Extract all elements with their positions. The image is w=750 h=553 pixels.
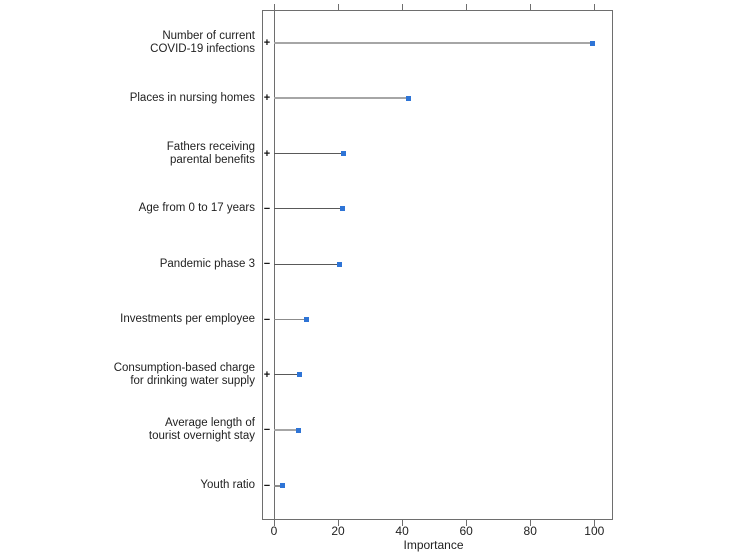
sign-label: − [263, 479, 271, 492]
stem-line [274, 42, 593, 44]
x-tick-mark-top [530, 4, 532, 10]
sign-label: − [263, 258, 271, 271]
x-tick-mark-bottom [466, 520, 468, 526]
sign-label: − [263, 202, 271, 215]
x-tick-label: 80 [523, 524, 537, 538]
plot-area [262, 10, 613, 520]
category-label: Number of current COVID-19 infections [150, 30, 255, 55]
x-tick-mark-top [274, 4, 275, 10]
category-label: Investments per employee [120, 313, 255, 326]
stem-line [274, 97, 409, 100]
data-point-marker [590, 40, 596, 46]
stem-line [274, 263, 340, 265]
x-tick-label: 60 [459, 524, 473, 538]
x-tick-mark-bottom [594, 520, 596, 526]
sign-label: + [263, 147, 271, 160]
data-point-marker [279, 483, 285, 489]
data-point-marker [406, 95, 412, 101]
category-label: Youth ratio [200, 479, 255, 492]
data-point-marker [296, 427, 302, 433]
category-label: Fathers receiving parental benefits [166, 140, 255, 166]
sign-label: − [263, 424, 271, 437]
x-tick-label: 40 [395, 524, 409, 538]
x-axis-title: Importance [403, 538, 464, 552]
x-tick-mark-bottom [274, 520, 275, 526]
sign-label: + [263, 368, 271, 381]
stem-line [274, 208, 343, 210]
x-tick-mark-top [402, 4, 404, 10]
stem-line [274, 484, 282, 487]
x-tick-label: 0 [270, 524, 278, 538]
x-tick-mark-bottom [402, 520, 404, 526]
category-label: Pandemic phase 3 [159, 257, 255, 270]
x-axis-zero-line [274, 10, 275, 520]
category-label: Age from 0 to 17 years [138, 202, 255, 215]
stem-line [274, 374, 300, 376]
x-tick-mark-top [338, 4, 340, 10]
category-label: Average length of tourist overnight stay [148, 417, 255, 443]
sign-label: − [263, 313, 271, 326]
sign-label: + [263, 92, 271, 105]
x-tick-mark-top [594, 4, 596, 10]
data-point-marker [341, 151, 346, 157]
x-tick-mark-bottom [338, 520, 340, 526]
x-tick-label: 100 [584, 524, 605, 538]
category-label: Consumption-based charge for drinking wa… [113, 361, 255, 387]
sign-label: + [263, 37, 271, 49]
data-point-marker [304, 317, 310, 323]
stem-line [274, 153, 344, 155]
stem-line [274, 429, 299, 432]
data-point-marker [340, 206, 346, 212]
data-point-marker [297, 372, 303, 378]
x-tick-mark-top [466, 4, 468, 10]
x-tick-mark-bottom [530, 520, 532, 526]
category-label: Places in nursing homes [129, 91, 255, 104]
x-tick-label: 20 [331, 524, 345, 538]
data-point-marker [336, 261, 342, 267]
stem-line [274, 319, 307, 321]
